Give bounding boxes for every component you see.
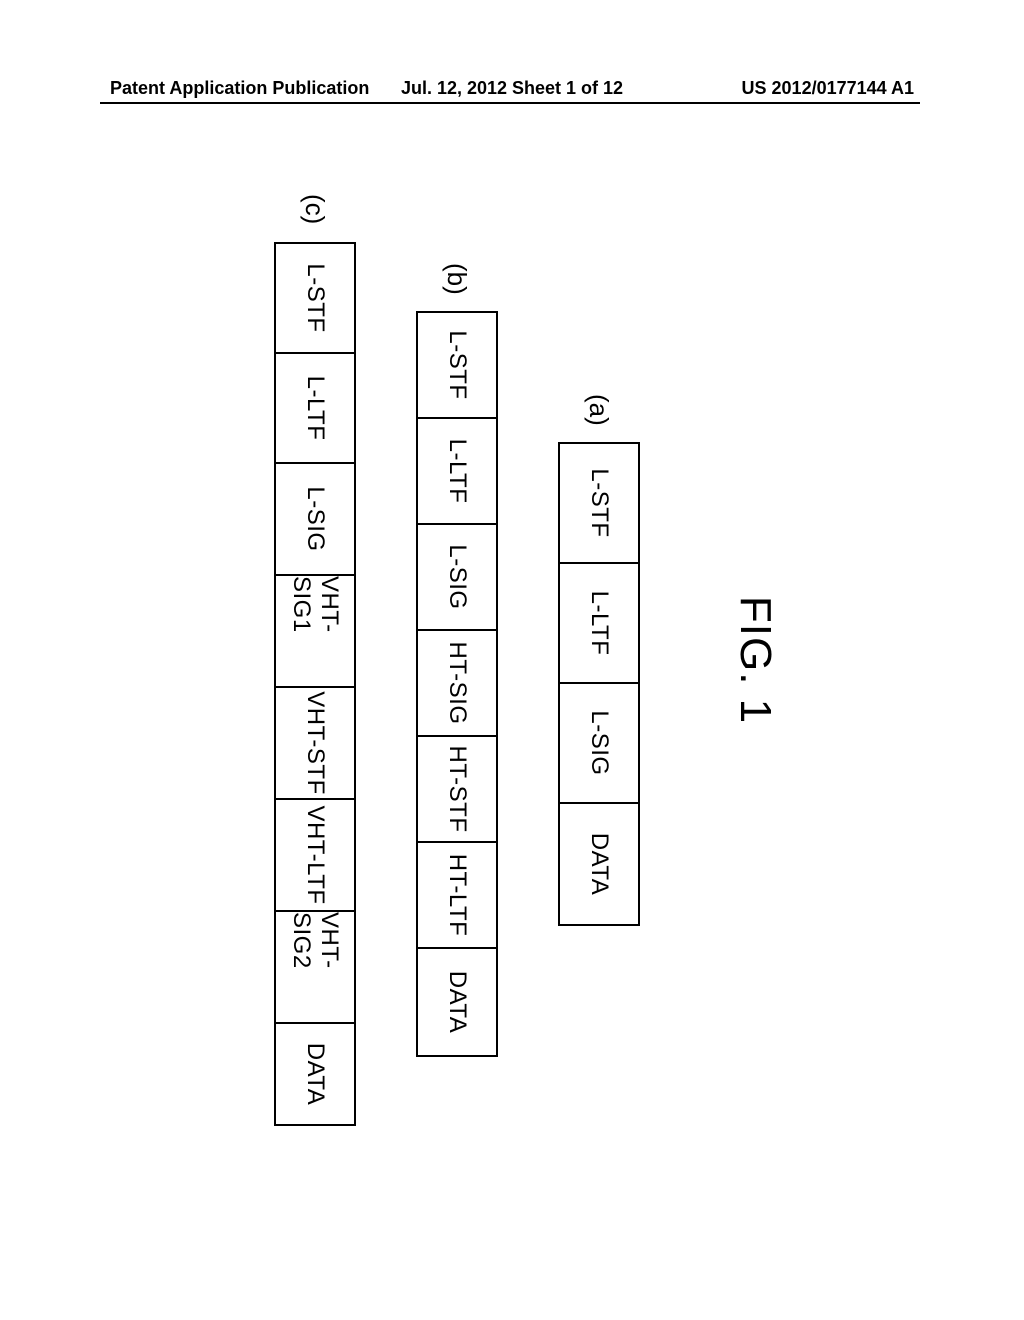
cell-a-0: L-STF	[560, 444, 638, 564]
header-center: Jul. 12, 2012 Sheet 1 of 12	[401, 78, 623, 99]
page-header: Patent Application Publication Jul. 12, …	[0, 78, 1024, 99]
cell-b-0: L-STF	[418, 313, 496, 419]
cell-c-5: VHT-LTF	[276, 800, 354, 912]
cell-c-2: L-SIG	[276, 464, 354, 576]
frame-b: L-STF L-LTF L-SIG HT-SIG HT-STF HT-LTF D…	[416, 311, 498, 1057]
page: Patent Application Publication Jul. 12, …	[0, 0, 1024, 1320]
cell-c-4: VHT-STF	[276, 688, 354, 800]
cell-c-0: L-STF	[276, 244, 354, 354]
row-label-b: (b)	[442, 263, 473, 311]
cell-b-5: HT-LTF	[418, 843, 496, 949]
header-rule	[100, 102, 920, 104]
frame-row-a: (a) L-STF L-LTF L-SIG DATA	[558, 394, 640, 926]
cell-b-6: DATA	[418, 949, 496, 1055]
header-left: Patent Application Publication	[110, 78, 369, 99]
header-right: US 2012/0177144 A1	[742, 78, 914, 99]
cell-a-2: L-SIG	[560, 684, 638, 804]
row-label-c: (c)	[300, 194, 331, 242]
cell-c-7: DATA	[276, 1024, 354, 1124]
cell-a-1: L-LTF	[560, 564, 638, 684]
frame-row-c: (c) L-STF L-LTF L-SIG VHT-SIG1 VHT-STF V…	[274, 194, 356, 1126]
frame-a: L-STF L-LTF L-SIG DATA	[558, 442, 640, 926]
cell-a-3: DATA	[560, 804, 638, 924]
frame-row-b: (b) L-STF L-LTF L-SIG HT-SIG HT-STF HT-L…	[416, 263, 498, 1057]
cell-b-2: L-SIG	[418, 525, 496, 631]
figure-title: FIG. 1	[730, 596, 780, 724]
cell-b-1: L-LTF	[418, 419, 496, 525]
rotated-figure-container: FIG. 1 (a) L-STF L-LTF L-SIG DATA (b) L-…	[244, 194, 780, 1126]
cell-c-6: VHT-SIG2	[276, 912, 354, 1024]
cell-b-3: HT-SIG	[418, 631, 496, 737]
cell-c-3: VHT-SIG1	[276, 576, 354, 688]
frame-c: L-STF L-LTF L-SIG VHT-SIG1 VHT-STF VHT-L…	[274, 242, 356, 1126]
row-label-a: (a)	[584, 394, 615, 442]
cell-c-1: L-LTF	[276, 354, 354, 464]
cell-b-4: HT-STF	[418, 737, 496, 843]
